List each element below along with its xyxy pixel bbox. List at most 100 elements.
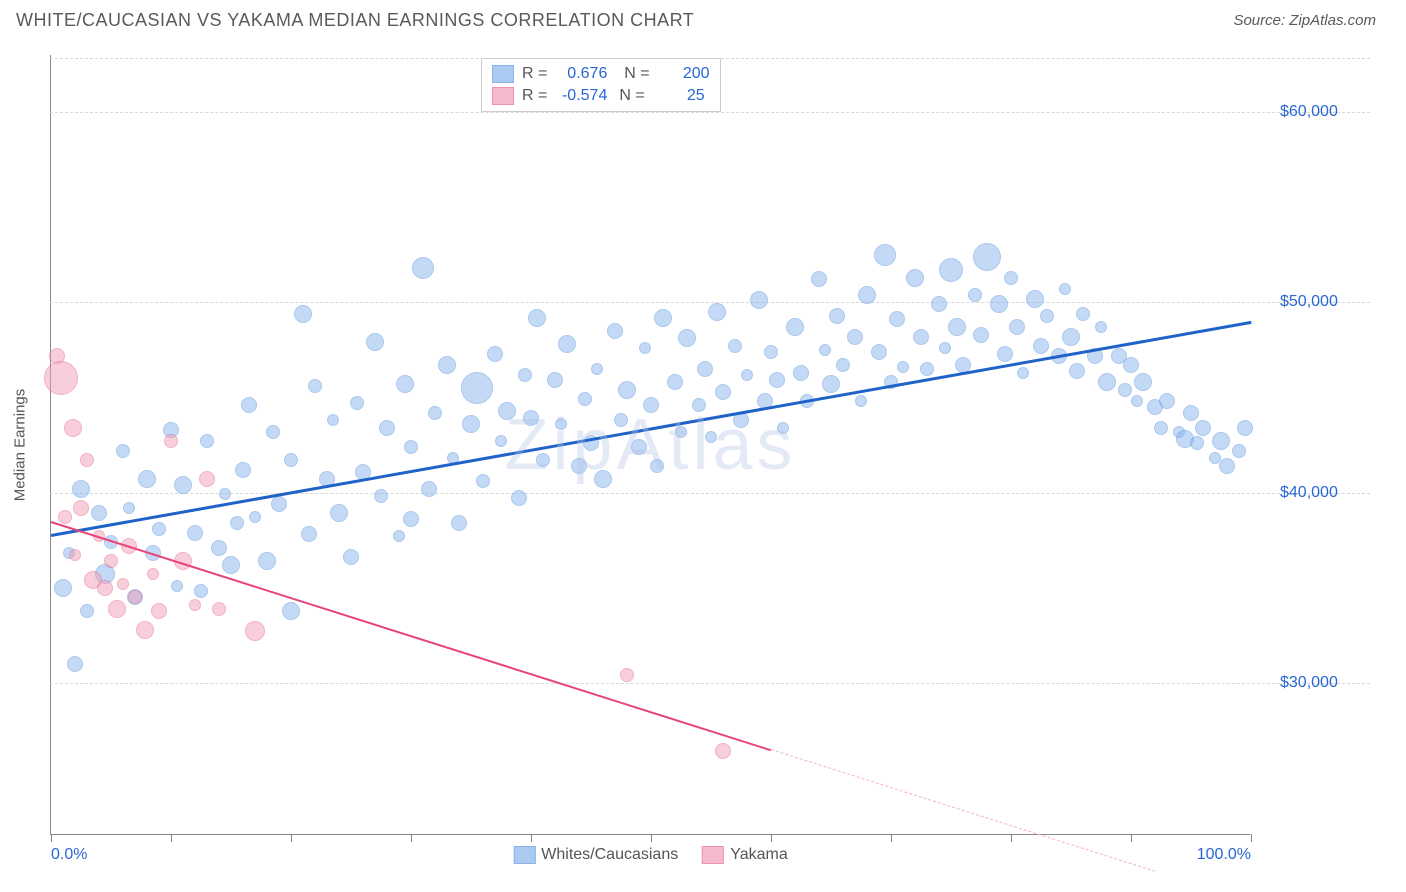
data-point-yakama	[44, 361, 78, 395]
data-point-yakama	[212, 602, 226, 616]
x-tick	[51, 834, 52, 842]
data-point-whites	[462, 415, 480, 433]
data-point-whites	[1095, 321, 1107, 333]
data-point-whites	[829, 308, 845, 324]
data-point-yakama	[73, 500, 89, 516]
data-point-whites	[1118, 383, 1132, 397]
data-point-whites	[855, 395, 867, 407]
legend-label-whites: Whites/Caucasians	[541, 846, 678, 864]
data-point-whites	[667, 374, 683, 390]
data-point-whites	[558, 335, 576, 353]
data-point-whites	[547, 372, 563, 388]
correlation-legend: R = 0.676 N = 200 R = -0.574 N =25	[481, 58, 721, 112]
data-point-whites	[67, 656, 83, 672]
data-point-whites	[1059, 283, 1071, 295]
data-point-whites	[1009, 319, 1025, 335]
data-point-yakama	[199, 471, 215, 487]
legend-n-label: N =	[615, 65, 649, 83]
data-point-whites	[72, 480, 90, 498]
data-point-whites	[1040, 309, 1054, 323]
trend-line	[51, 321, 1251, 537]
data-point-whites	[692, 398, 706, 412]
y-tick-label: $40,000	[1280, 484, 1338, 502]
data-point-yakama	[245, 621, 265, 641]
data-point-whites	[451, 515, 467, 531]
data-point-whites	[1076, 307, 1090, 321]
data-point-whites	[438, 356, 456, 374]
data-point-yakama	[117, 578, 129, 590]
data-point-whites	[819, 344, 831, 356]
data-point-whites	[1131, 395, 1143, 407]
data-point-yakama	[108, 600, 126, 618]
data-point-whites	[555, 418, 567, 430]
data-point-whites	[1212, 432, 1230, 450]
data-point-whites	[836, 358, 850, 372]
x-tick-label: 0.0%	[51, 846, 87, 864]
data-point-whites	[973, 243, 1001, 271]
data-point-whites	[498, 402, 516, 420]
data-point-whites	[1134, 373, 1152, 391]
data-point-whites	[366, 333, 384, 351]
x-tick	[411, 834, 412, 842]
series-legend: Whites/Caucasians Yakama	[513, 846, 787, 864]
data-point-whites	[715, 384, 731, 400]
y-axis-label: Median Earnings	[12, 389, 29, 502]
data-point-whites	[219, 488, 231, 500]
data-point-whites	[222, 556, 240, 574]
gridline	[50, 683, 1370, 684]
data-point-whites	[350, 396, 364, 410]
data-point-whites	[618, 381, 636, 399]
x-tick	[291, 834, 292, 842]
data-point-whites	[528, 309, 546, 327]
x-tick	[171, 834, 172, 842]
data-point-whites	[523, 410, 539, 426]
data-point-whites	[294, 305, 312, 323]
data-point-whites	[728, 339, 742, 353]
data-point-whites	[511, 490, 527, 506]
data-point-whites	[258, 552, 276, 570]
data-point-whites	[939, 342, 951, 354]
legend-n-label: N =	[619, 87, 644, 105]
data-point-whites	[428, 406, 442, 420]
data-point-whites	[897, 361, 909, 373]
data-point-whites	[591, 363, 603, 375]
legend-n-value-yakama: 25	[653, 87, 705, 105]
data-point-whites	[777, 422, 789, 434]
data-point-whites	[997, 346, 1013, 362]
data-point-whites	[1069, 363, 1085, 379]
watermark: ZipAtlas	[504, 404, 796, 486]
data-point-whites	[990, 295, 1008, 313]
data-point-whites	[235, 462, 251, 478]
data-point-whites	[518, 368, 532, 382]
data-point-whites	[396, 375, 414, 393]
legend-label-yakama: Yakama	[730, 846, 788, 864]
data-point-whites	[578, 392, 592, 406]
data-point-whites	[822, 375, 840, 393]
data-point-whites	[607, 323, 623, 339]
data-point-whites	[920, 362, 934, 376]
data-point-whites	[764, 345, 778, 359]
data-point-whites	[847, 329, 863, 345]
data-point-yakama	[189, 599, 201, 611]
data-point-whites	[1232, 444, 1246, 458]
data-point-whites	[301, 526, 317, 542]
data-point-whites	[80, 604, 94, 618]
data-point-yakama	[151, 603, 167, 619]
data-point-yakama	[715, 743, 731, 759]
data-point-whites	[1183, 405, 1199, 421]
data-point-whites	[1159, 393, 1175, 409]
data-point-whites	[412, 257, 434, 279]
swatch-whites	[492, 65, 514, 83]
legend-row-whites: R = 0.676 N = 200	[492, 63, 710, 85]
data-point-whites	[379, 420, 395, 436]
data-point-whites	[1033, 338, 1049, 354]
data-point-yakama	[80, 453, 94, 467]
x-tick-label: 100.0%	[1197, 846, 1251, 864]
data-point-whites	[639, 342, 651, 354]
data-point-whites	[871, 344, 887, 360]
data-point-whites	[1123, 357, 1139, 373]
data-point-whites	[174, 476, 192, 494]
x-tick	[531, 834, 532, 842]
data-point-whites	[536, 453, 550, 467]
data-point-whites	[171, 580, 183, 592]
